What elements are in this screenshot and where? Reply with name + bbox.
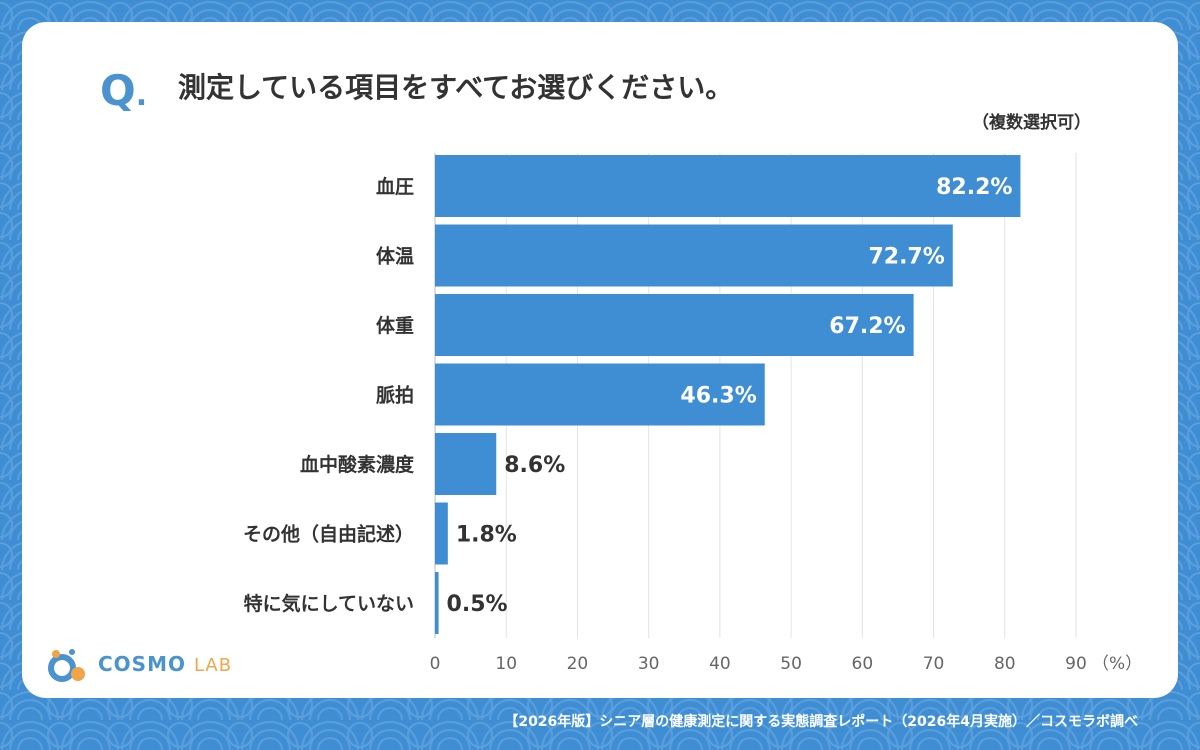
x-tick-label: 20 [567, 654, 589, 674]
bar [435, 155, 1021, 217]
x-tick-label: 80 [994, 654, 1016, 674]
content-card [22, 22, 1178, 698]
footer-source: 【2026年版】シニア層の健康測定に関する実態調査レポート（2026年4月実施）… [504, 714, 1138, 730]
data-label: 72.7% [868, 245, 944, 270]
x-tick-label: 0 [430, 654, 441, 674]
x-tick-label: 90 [1065, 654, 1087, 674]
x-tick-label: 30 [638, 654, 660, 674]
data-label: 46.3% [680, 384, 756, 409]
cosmo-lab-logo-icon [48, 649, 85, 682]
bar [435, 363, 765, 426]
data-label: 0.5% [447, 592, 508, 617]
bar [435, 433, 497, 495]
category-label: 体重 [376, 314, 414, 337]
x-tick-label: 50 [780, 654, 802, 674]
bar [435, 224, 953, 287]
x-tick-label: 40 [709, 654, 731, 674]
category-label: 体温 [376, 245, 414, 268]
question-mark-icon: Q. [100, 66, 148, 115]
question-title: 測定している項目をすべてお選びください。 [178, 71, 734, 104]
data-label: 1.8% [456, 523, 517, 548]
category-label: 脈拍 [376, 384, 414, 407]
x-unit-label: （%） [1092, 654, 1142, 674]
multiple-choice-note: （複数選択可） [972, 113, 1091, 133]
logo-wordmark: COSMO LAB [98, 652, 233, 676]
bar [435, 572, 439, 634]
category-label: 特に気にしていない [244, 592, 414, 615]
data-label: 82.2% [936, 175, 1012, 200]
category-label: 血圧 [376, 175, 414, 198]
bar [435, 294, 914, 356]
data-label: 67.2% [829, 314, 905, 339]
category-label: その他（自由記述） [243, 523, 414, 546]
data-label: 8.6% [504, 453, 565, 478]
x-tick-label: 10 [495, 654, 517, 674]
bar [435, 502, 448, 565]
category-label: 血中酸素濃度 [300, 453, 415, 476]
x-tick-label: 60 [852, 654, 874, 674]
x-tick-label: 70 [923, 654, 945, 674]
